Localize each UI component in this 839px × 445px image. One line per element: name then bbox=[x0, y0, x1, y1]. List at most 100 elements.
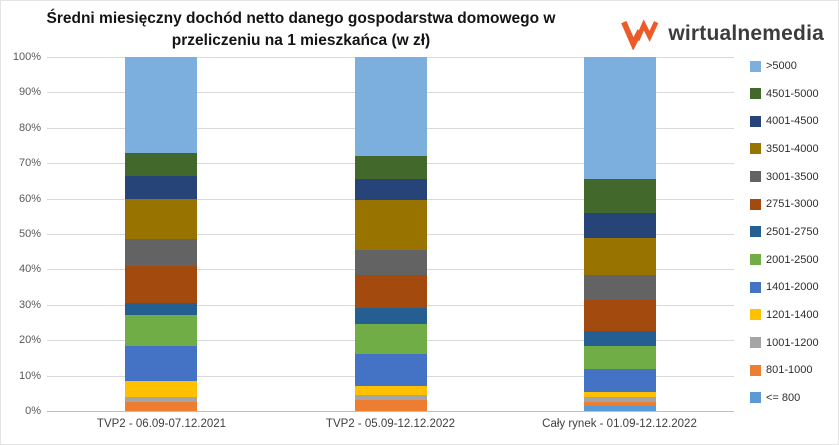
bar-segment-3501-4000 bbox=[125, 198, 198, 240]
legend-item-4001-4500: 4001-4500 bbox=[750, 115, 819, 127]
legend-item-1401-2000: 1401-2000 bbox=[750, 281, 819, 293]
legend-label-1201-1400: 1201-1400 bbox=[766, 308, 819, 321]
legend-label-1001-1200: 1001-1200 bbox=[766, 336, 819, 349]
bar-segment-1001-1200 bbox=[583, 396, 656, 403]
y-axis-tick-60%: 60% bbox=[18, 192, 41, 205]
legend-item->5000: >5000 bbox=[750, 60, 819, 72]
legend-item-4501-5000: 4501-5000 bbox=[750, 88, 819, 100]
bar-segment-1401-2000 bbox=[125, 345, 198, 381]
bar-segment-3001-3500 bbox=[583, 274, 656, 300]
legend-swatch-<= 800 bbox=[750, 392, 761, 404]
legend-label-801-1000: 801-1000 bbox=[766, 364, 813, 377]
bar-segment-4001-4500 bbox=[125, 175, 198, 199]
plot-area: 0% 10% 20% 30% 40% 50% 60% 70% 80% 90% 100% TVP2 - … bbox=[13, 51, 734, 430]
legend-label-3001-3500: 3001-3500 bbox=[766, 170, 819, 183]
bar-segment->5000 bbox=[125, 57, 198, 153]
bar-segment-2751-3000 bbox=[583, 299, 656, 332]
bar-segment-1201-1400 bbox=[354, 386, 427, 396]
legend-swatch-3001-3500 bbox=[750, 171, 761, 183]
legend-item-1001-1200: 1001-1200 bbox=[750, 337, 819, 349]
y-axis-tick-40%: 40% bbox=[18, 263, 41, 276]
bar-segment-2001-2500 bbox=[583, 345, 656, 369]
bar-segment-2001-2500 bbox=[125, 315, 198, 346]
legend-label-2001-2500: 2001-2500 bbox=[766, 253, 819, 266]
bar-segment-1001-1200 bbox=[354, 395, 427, 401]
stacked-bar-2 bbox=[354, 57, 427, 411]
bar-segment->5000 bbox=[583, 57, 656, 180]
legend-label-1401-2000: 1401-2000 bbox=[766, 281, 819, 294]
bar-segment-4001-4500 bbox=[583, 212, 656, 238]
brand-logo: wirtualnemedia bbox=[620, 17, 824, 50]
bar-segment-4001-4500 bbox=[354, 179, 427, 201]
bar-segment-1401-2000 bbox=[354, 354, 427, 387]
legend-label-2501-2750: 2501-2750 bbox=[766, 225, 819, 238]
legend-item-<= 800: <= 800 bbox=[750, 392, 819, 404]
legend-swatch-1401-2000 bbox=[750, 281, 761, 293]
y-axis-tick-20%: 20% bbox=[18, 334, 41, 347]
stacked-bar-1 bbox=[125, 57, 198, 411]
bar-segment-1201-1400 bbox=[125, 380, 198, 397]
bar-segment-2501-2750 bbox=[354, 308, 427, 325]
bar-segment-801-1000 bbox=[354, 400, 427, 411]
legend-swatch-801-1000 bbox=[750, 364, 761, 376]
brand-logo-text: wirtualnemedia bbox=[668, 21, 824, 45]
legend-item-801-1000: 801-1000 bbox=[750, 364, 819, 376]
legend-item-3001-3500: 3001-3500 bbox=[750, 171, 819, 183]
wirtualnemedia-w-icon bbox=[620, 17, 660, 50]
bar-segment-2751-3000 bbox=[354, 274, 427, 309]
legend-swatch-1001-1200 bbox=[750, 337, 761, 349]
bar-segment-<= 800 bbox=[583, 405, 656, 411]
x-axis-label-2: TVP2 - 05.09-12.12.2022 bbox=[325, 418, 456, 430]
bar-segment-3001-3500 bbox=[354, 250, 427, 275]
bar-segment-1401-2000 bbox=[583, 368, 656, 392]
bar-segment-3501-4000 bbox=[354, 200, 427, 250]
bar-segment-3501-4000 bbox=[583, 237, 656, 275]
legend-item-2501-2750: 2501-2750 bbox=[750, 226, 819, 238]
bar-segment-3001-3500 bbox=[125, 239, 198, 266]
y-axis-tick-30%: 30% bbox=[18, 298, 41, 311]
bar-segment-2751-3000 bbox=[125, 265, 198, 304]
legend-label-3501-4000: 3501-4000 bbox=[766, 142, 819, 155]
legend-swatch-3501-4000 bbox=[750, 143, 761, 155]
bar-segment-4501-5000 bbox=[583, 179, 656, 213]
legend-item-2001-2500: 2001-2500 bbox=[750, 254, 819, 266]
legend-swatch-2001-2500 bbox=[750, 254, 761, 266]
bar-segment-2501-2750 bbox=[583, 331, 656, 346]
legend-label-4501-5000: 4501-5000 bbox=[766, 87, 819, 100]
legend-label-2751-3000: 2751-3000 bbox=[766, 198, 819, 211]
bar-segment-1001-1200 bbox=[125, 396, 198, 403]
chart-legend: >5000 4501-5000 4001-4500 3501-4000 3001-350… bbox=[750, 60, 819, 404]
stacked-bar-3 bbox=[583, 57, 656, 411]
y-axis-tick-90%: 90% bbox=[18, 86, 41, 99]
chart-title: Średni miesięczny dochód netto danego go… bbox=[46, 10, 556, 49]
legend-item-3501-4000: 3501-4000 bbox=[750, 143, 819, 155]
y-axis-tick-100%: 100% bbox=[12, 51, 41, 63]
x-axis-label-3: Cały rynek - 01.09-12.12.2022 bbox=[542, 418, 697, 430]
y-axis-tick-0%: 0% bbox=[25, 405, 41, 417]
y-axis-tick-50%: 50% bbox=[18, 228, 41, 240]
legend-label-4001-4500: 4001-4500 bbox=[766, 115, 819, 128]
bar-segment-2501-2750 bbox=[125, 303, 198, 316]
gridline-0% bbox=[47, 411, 734, 412]
bar-segment-4501-5000 bbox=[354, 156, 427, 180]
y-axis-tick-10%: 10% bbox=[18, 369, 41, 382]
legend-swatch-2751-3000 bbox=[750, 198, 761, 210]
legend-item-2751-3000: 2751-3000 bbox=[750, 198, 819, 210]
legend-swatch-4001-4500 bbox=[750, 115, 761, 127]
bar-segment-2001-2500 bbox=[354, 324, 427, 355]
bar-segment-1201-1400 bbox=[583, 391, 656, 397]
legend-swatch-4501-5000 bbox=[750, 88, 761, 100]
legend-swatch-1201-1400 bbox=[750, 309, 761, 321]
y-axis-tick-70%: 70% bbox=[18, 157, 41, 170]
legend-swatch-2501-2750 bbox=[750, 226, 761, 238]
legend-label-<= 800: <= 800 bbox=[766, 391, 801, 404]
bar-segment-4501-5000 bbox=[125, 152, 198, 176]
legend-swatch->5000 bbox=[750, 60, 761, 72]
bar-segment-801-1000 bbox=[583, 402, 656, 406]
y-axis-tick-80%: 80% bbox=[18, 121, 41, 134]
bar-segment-801-1000 bbox=[125, 402, 198, 411]
x-axis-label-1: TVP2 - 06.09-07.12.2021 bbox=[96, 418, 227, 430]
legend-label->5000: >5000 bbox=[766, 60, 797, 72]
legend-item-1201-1400: 1201-1400 bbox=[750, 309, 819, 321]
